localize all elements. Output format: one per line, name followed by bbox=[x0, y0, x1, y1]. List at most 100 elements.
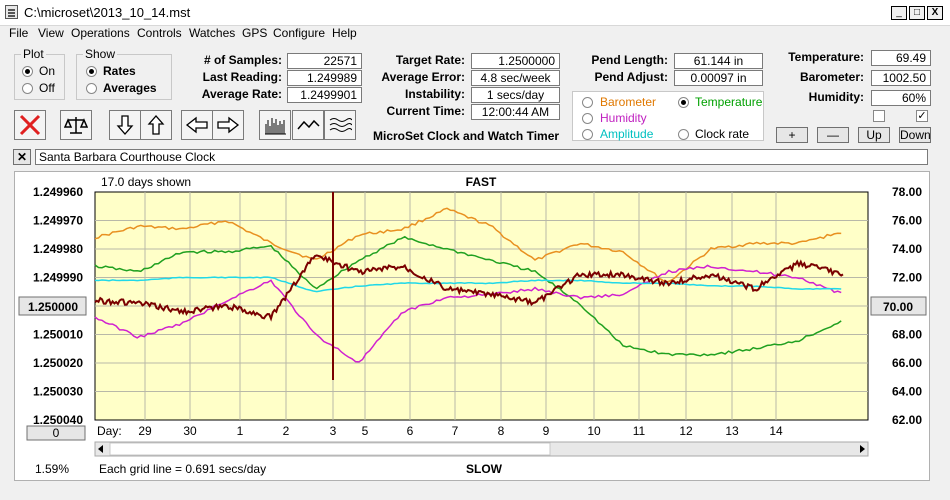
scale-minus-button[interactable]: — bbox=[817, 127, 849, 143]
days-shown-label: 17.0 days shown bbox=[101, 175, 191, 189]
plot-on-radio[interactable] bbox=[22, 66, 33, 77]
temperature-option-label: Temperature bbox=[695, 95, 763, 109]
arrow-up-button[interactable] bbox=[140, 110, 172, 140]
temperature-radio[interactable] bbox=[678, 97, 689, 108]
overlay-selector: Barometer Temperature Humidity Clock rat… bbox=[572, 91, 764, 141]
arrow-right-icon bbox=[217, 116, 240, 134]
arrow-down-button[interactable] bbox=[109, 110, 141, 140]
show-rates-radio[interactable] bbox=[86, 66, 97, 77]
fast-label: FAST bbox=[466, 175, 497, 189]
scale-plus-button[interactable]: + bbox=[776, 127, 808, 143]
temperature-value: 69.49 bbox=[871, 50, 931, 66]
x-tick-label: 10 bbox=[587, 424, 601, 438]
humidity-label: Humidity: bbox=[808, 90, 864, 104]
wave-button[interactable] bbox=[292, 110, 324, 140]
menu-view[interactable]: View bbox=[38, 26, 64, 40]
menu-configure[interactable]: Configure bbox=[273, 26, 326, 40]
watch-name-field[interactable]: Santa Barbara Courthouse Clock bbox=[35, 149, 928, 165]
show-averages-radio[interactable] bbox=[86, 83, 97, 94]
left-center-value: 1.250000 bbox=[28, 300, 78, 314]
y-left-tick-label: 1.250030 bbox=[33, 385, 83, 399]
humidity-radio[interactable] bbox=[582, 113, 593, 124]
average-rate-value: 1.2499901 bbox=[287, 87, 362, 103]
scroll-left-icon bbox=[98, 445, 103, 453]
clock-rate-radio[interactable] bbox=[678, 129, 689, 140]
app-title: MicroSet Clock and Watch Timer bbox=[373, 129, 560, 143]
series-clock-rate bbox=[94, 254, 844, 322]
arrow-left-button[interactable] bbox=[181, 110, 213, 140]
humidity-value: 60% bbox=[871, 90, 931, 106]
percent-label: 1.59% bbox=[35, 462, 69, 476]
arrow-right-button[interactable] bbox=[212, 110, 244, 140]
chart-panel: 1.249960 1.249970 1.249980 1.249990 1.250010… bbox=[14, 171, 930, 481]
bar-chart-icon bbox=[265, 118, 286, 135]
target-rate-value: 1.2500000 bbox=[471, 53, 560, 69]
menu-gps[interactable]: GPS bbox=[242, 26, 268, 40]
title-bar: C:\microset\2013_10_14.mst _ □ X bbox=[0, 0, 950, 26]
average-error-value: 4.8 sec/week bbox=[471, 70, 560, 86]
arrow-left-icon bbox=[185, 116, 208, 134]
left-center-button bbox=[18, 296, 87, 316]
arrow-up-icon bbox=[147, 115, 165, 135]
maximize-icon[interactable]: □ bbox=[909, 6, 925, 20]
x-tick-label: 14 bbox=[769, 424, 783, 438]
x-tick-label: 29 bbox=[138, 424, 152, 438]
grid-note: Each grid line = 0.691 secs/day bbox=[99, 462, 266, 476]
x-tick-label: 13 bbox=[725, 424, 739, 438]
y-left-tick-label: 1.250010 bbox=[33, 328, 83, 342]
menu-operations[interactable]: Operations bbox=[71, 26, 130, 40]
scroll-right-icon bbox=[860, 445, 865, 453]
average-rate-label: Average Rate: bbox=[201, 87, 282, 101]
show-averages-label: Averages bbox=[103, 81, 157, 95]
close-icon[interactable]: X bbox=[927, 6, 943, 20]
rate-chart: 1.249960 1.249970 1.249980 1.249990 1.250010… bbox=[18, 175, 927, 476]
barometer-radio[interactable] bbox=[582, 97, 593, 108]
show-rates-label: Rates bbox=[103, 64, 136, 78]
y-right-tick-label: 64.00 bbox=[892, 385, 922, 399]
plot-off-radio[interactable] bbox=[22, 83, 33, 94]
barometer-value: 1002.50 bbox=[871, 70, 931, 86]
menu-help[interactable]: Help bbox=[332, 26, 357, 40]
minimize-icon[interactable]: _ bbox=[891, 6, 907, 20]
plot-group-title: Plot bbox=[21, 47, 46, 61]
y-right-tick-label: 66.00 bbox=[892, 356, 922, 370]
close-x-button[interactable] bbox=[14, 110, 46, 140]
option-checkbox-left[interactable] bbox=[873, 110, 885, 122]
amplitude-option-label: Amplitude bbox=[600, 127, 654, 141]
y-right-tick-label: 74.00 bbox=[892, 242, 922, 256]
amplitude-radio[interactable] bbox=[582, 129, 593, 140]
barometer-label: Barometer: bbox=[799, 70, 864, 84]
humidity-option-label: Humidity bbox=[600, 111, 647, 125]
current-time-label: Current Time: bbox=[386, 104, 465, 118]
balance-button[interactable] bbox=[60, 110, 92, 140]
clear-watch-button[interactable]: ✕ bbox=[13, 149, 31, 165]
scale-up-button[interactable]: Up bbox=[858, 127, 890, 143]
series-temperature bbox=[94, 235, 842, 357]
last-reading-value: 1.249989 bbox=[287, 70, 362, 86]
menu-watches[interactable]: Watches bbox=[189, 26, 236, 40]
instability-value: 1 secs/day bbox=[471, 87, 560, 103]
menu-controls[interactable]: Controls bbox=[137, 26, 182, 40]
temperature-label: Temperature: bbox=[788, 50, 864, 64]
x-tick-label: 1 bbox=[237, 424, 244, 438]
x-tick-label: 8 bbox=[498, 424, 505, 438]
y-right-tick-label: 76.00 bbox=[892, 214, 922, 228]
multi-wave-button[interactable] bbox=[324, 110, 356, 140]
y-left-tick-label: 1.249970 bbox=[33, 214, 83, 228]
app-icon bbox=[5, 5, 18, 19]
scroll-thumb bbox=[109, 442, 551, 456]
y-right-tick-label: 68.00 bbox=[892, 328, 922, 342]
y-right-tick-label: 78.00 bbox=[892, 185, 922, 199]
option-checkbox-right[interactable]: ✓ bbox=[916, 110, 928, 122]
x-tick-label: 3 bbox=[330, 424, 337, 438]
y-left-tick-label: 1.250040 bbox=[33, 413, 83, 427]
bar-chart-button[interactable] bbox=[259, 110, 291, 140]
menu-file[interactable]: File bbox=[9, 26, 29, 40]
x-tick-label: 5 bbox=[362, 424, 369, 438]
y-left-tick-label: 1.250020 bbox=[33, 356, 83, 370]
day-label: Day: bbox=[97, 424, 122, 438]
window-title: C:\microset\2013_10_14.mst bbox=[24, 5, 191, 20]
arrow-down-icon bbox=[116, 115, 134, 135]
y-left-tick-label: 1.249990 bbox=[33, 271, 83, 285]
scale-down-button[interactable]: Down bbox=[899, 127, 931, 143]
